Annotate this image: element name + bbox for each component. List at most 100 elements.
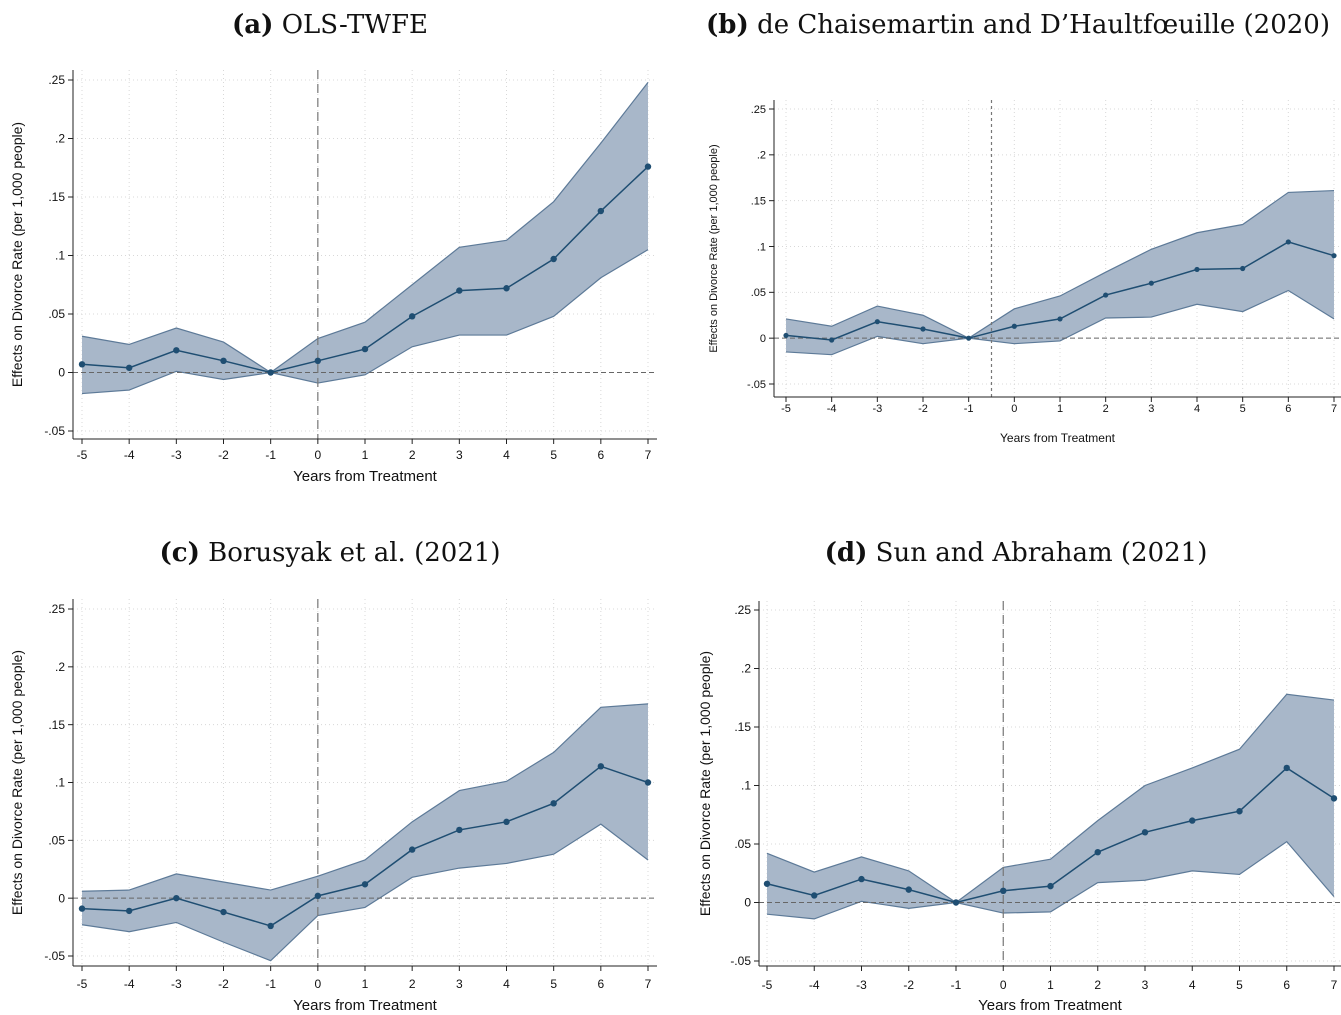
x-tick-label: 6 <box>597 448 604 462</box>
y-tick-label: -.05 <box>44 424 65 438</box>
x-tick-label: 6 <box>1283 978 1290 992</box>
ci-upper-line <box>785 189 1335 339</box>
estimate-point <box>811 892 818 899</box>
x-tick-label: 0 <box>1011 403 1017 415</box>
x-tick-label: 1 <box>1047 978 1054 992</box>
y-tick-label: -.05 <box>730 954 751 968</box>
y-tick-label: .2 <box>55 132 65 146</box>
estimate-point <box>267 369 274 376</box>
x-tick-label: -2 <box>218 977 229 991</box>
ci-lower-line <box>81 249 649 395</box>
panel-a-title-text: OLS-TWFE <box>281 10 429 40</box>
x-tick-label: -1 <box>265 448 276 462</box>
estimate-point <box>1285 239 1291 245</box>
estimate-point <box>644 163 652 170</box>
x-tick-label: -3 <box>171 448 182 462</box>
x-tick-label: 4 <box>503 977 510 991</box>
estimate-point <box>829 337 835 343</box>
estimate-point <box>1011 323 1017 329</box>
x-tick-label: -3 <box>872 403 882 415</box>
estimate-point <box>1236 808 1243 815</box>
ci-lower-line <box>785 289 1335 356</box>
estimate-point <box>1094 848 1101 856</box>
estimate-point <box>905 886 912 893</box>
y-tick-label: .05 <box>48 307 65 321</box>
ci-lower-line <box>81 823 649 962</box>
x-tick-label: 4 <box>503 448 510 462</box>
y-tick-label: .25 <box>751 104 766 116</box>
confidence-band <box>767 694 1334 919</box>
estimate-point <box>763 880 771 887</box>
panel-c-title-text: Borusyak et al. (2021) <box>208 538 501 568</box>
y-tick-label: .2 <box>757 150 766 162</box>
estimate-point <box>966 335 972 341</box>
x-axis-title: Years from Treatment <box>978 997 1123 1014</box>
y-tick-label: .25 <box>48 602 65 616</box>
estimate-point <box>503 285 510 292</box>
estimate-point <box>125 907 133 915</box>
estimate-point <box>1330 795 1338 802</box>
estimate-point <box>173 347 180 354</box>
y-tick-label: .15 <box>48 190 65 204</box>
x-tick-label: 0 <box>1000 978 1007 992</box>
panel-d-chart: -5 -4 -3 -2 -1 0 1 2 3 4 5 6 7 -.05 0 .05 .1 .15 .2 .25 Year… <box>697 601 1341 1014</box>
estimate-point <box>858 875 865 883</box>
estimate-point <box>173 894 180 902</box>
estimate-point <box>1189 817 1196 824</box>
x-tick-label: -4 <box>809 978 820 992</box>
x-tick-label: 2 <box>409 448 416 462</box>
x-tick-label: 3 <box>456 448 463 462</box>
estimate-point <box>220 908 227 916</box>
panel-b-label: (b) <box>706 10 749 40</box>
x-tick-label: -4 <box>827 403 837 415</box>
estimate-point <box>874 319 880 325</box>
estimate-point <box>550 255 557 263</box>
y-tick-label: .25 <box>48 73 65 87</box>
estimate-point <box>1148 280 1154 286</box>
panel-a-chart: -5 -4 -3 -2 -1 0 1 2 3 4 5 6 7 -.05 0 .05 .1 .15 .2 .25 Year… <box>9 70 657 485</box>
estimate-point <box>952 899 960 906</box>
x-tick-label: 0 <box>314 977 321 991</box>
panel-b-title: (b) de Chaisemartin and D’Haultfœuille (… <box>706 10 1330 40</box>
x-tick-label: -2 <box>218 448 229 462</box>
x-tick-label: -1 <box>951 978 962 992</box>
estimate-point <box>1240 265 1246 272</box>
x-tick-label: -4 <box>124 977 135 991</box>
y-tick-label: .05 <box>734 837 751 851</box>
x-tick-label: -5 <box>781 403 791 415</box>
estimate-point <box>361 881 369 888</box>
x-tick-label: 5 <box>550 977 557 991</box>
x-tick-label: 1 <box>362 448 369 462</box>
y-tick-label: -.05 <box>747 379 766 391</box>
x-tick-label: 6 <box>1285 403 1291 415</box>
x-tick-label: 5 <box>550 448 557 462</box>
x-tick-label: 2 <box>1094 978 1101 992</box>
y-tick-label: .15 <box>734 720 751 734</box>
x-tick-label: 4 <box>1194 403 1200 415</box>
estimate-point <box>456 826 463 834</box>
x-tick-label: 2 <box>409 977 416 991</box>
y-tick-label: .1 <box>741 779 751 793</box>
estimate-point <box>456 287 463 294</box>
x-tick-label: -3 <box>171 977 182 991</box>
x-tick-label: -4 <box>124 448 135 462</box>
confidence-band <box>82 703 648 961</box>
estimate-point <box>267 922 274 930</box>
y-axis-title: Effects on Divorce Rate (per 1,000 peopl… <box>9 650 25 915</box>
y-axis-title: Effects on Divorce Rate (per 1,000 peopl… <box>697 651 713 916</box>
y-tick-label: .1 <box>55 249 65 263</box>
y-tick-label: .05 <box>751 287 766 299</box>
y-tick-label: -.05 <box>44 949 65 963</box>
x-axis-title: Years from Treatment <box>293 997 438 1014</box>
estimate-point <box>408 313 416 320</box>
estimate-point <box>783 332 789 339</box>
y-tick-label: .2 <box>741 662 751 676</box>
estimate-point <box>78 361 86 368</box>
x-tick-label: 4 <box>1189 978 1196 992</box>
confidence-band <box>82 82 648 394</box>
y-tick-label: .05 <box>48 834 65 848</box>
estimate-point <box>550 800 557 807</box>
x-tick-label: 0 <box>314 448 321 462</box>
estimate-point <box>125 364 133 372</box>
y-tick-label: .15 <box>48 718 65 732</box>
